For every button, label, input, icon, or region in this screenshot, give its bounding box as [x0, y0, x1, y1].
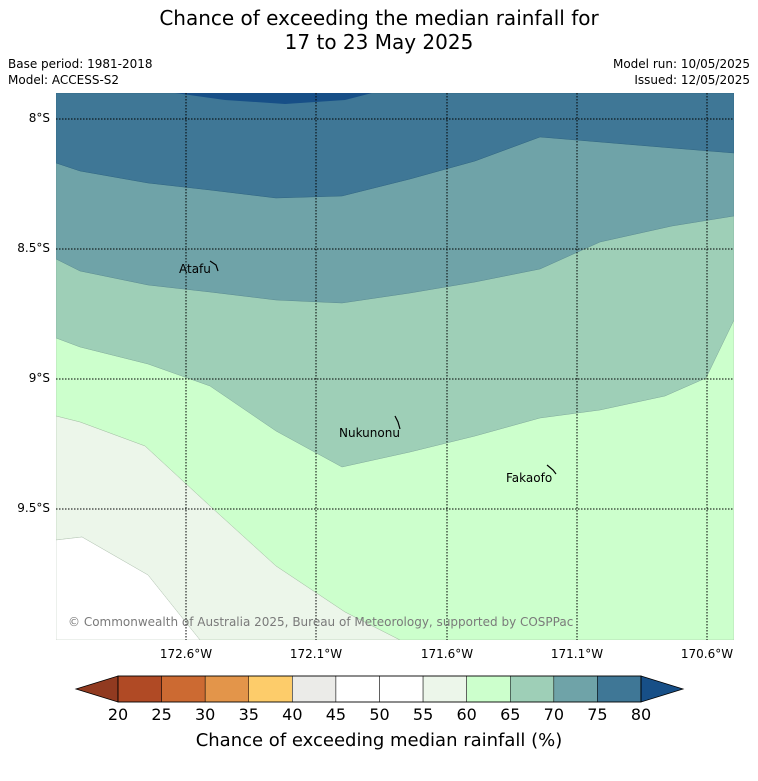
colorbar-cells — [117, 675, 642, 703]
y-tick-8s: 8°S — [28, 111, 50, 125]
x-tick-172-1w: 172.1°W — [289, 647, 343, 661]
colorbar-tick: 45 — [325, 705, 347, 724]
y-tick-8-5s: 8.5°S — [17, 241, 50, 255]
place-label-fakaofo: Fakaofo — [506, 471, 552, 485]
x-tick-170-6w: 170.6°W — [680, 647, 734, 661]
colorbar-cell — [597, 675, 642, 703]
colorbar-cell — [335, 675, 380, 703]
band-darkest — [175, 93, 372, 104]
colorbar-tick: 20 — [107, 705, 129, 724]
colorbar-label: Chance of exceeding median rainfall (%) — [195, 730, 563, 751]
fakaofo-atoll — [546, 464, 557, 475]
band-white-sw — [56, 536, 201, 640]
colorbar-tick: 55 — [412, 705, 434, 724]
colorbar-tick: 65 — [500, 705, 521, 724]
colorbar-tick: 30 — [194, 705, 216, 724]
colorbar-tick: 35 — [238, 705, 259, 724]
colorbar-cell — [379, 675, 424, 703]
colorbar-tick: 75 — [587, 705, 608, 724]
islands — [209, 260, 557, 475]
colorbar-cell — [204, 675, 250, 703]
x-tick-171-6w: 171.6°W — [420, 647, 474, 661]
colorbar-cell — [117, 675, 162, 703]
colorbar-high-extend — [640, 675, 685, 703]
y-tick-9s: 9°S — [28, 371, 50, 385]
colorbar-tick: 70 — [543, 705, 565, 724]
y-tick-9-5s: 9.5°S — [17, 501, 50, 515]
meta-right: Model run: 10/05/2025 Issued: 12/05/2025 — [613, 56, 750, 88]
colorbar-tick: 50 — [369, 705, 390, 724]
colorbar-tick: 40 — [282, 705, 303, 724]
colorbar-cell — [553, 675, 598, 703]
copyright-notice: © Commonwealth of Australia 2025, Bureau… — [68, 615, 573, 629]
x-tick-172-6w: 172.6°W — [159, 647, 213, 661]
place-label-nukunonu: Nukunonu — [339, 426, 400, 440]
colorbar-cell — [292, 675, 337, 703]
issued-date: Issued: 12/05/2025 — [634, 73, 750, 87]
place-label-atafu: Atafu — [179, 262, 211, 276]
base-period: Base period: 1981-2018 — [8, 57, 153, 71]
colorbar-tick: 80 — [630, 705, 652, 724]
contour-layer — [56, 93, 734, 640]
colorbar-cell — [466, 675, 511, 703]
title-line-2: 17 to 23 May 2025 — [284, 30, 474, 54]
title-line-1: Chance of exceeding the median rainfall … — [159, 6, 599, 30]
nukunonu-atoll — [394, 415, 401, 430]
colorbar-tick: 25 — [151, 705, 172, 724]
model-run: Model run: 10/05/2025 — [612, 57, 750, 71]
model-name: Model: ACCESS-S2 — [8, 73, 120, 87]
colorbar — [74, 675, 685, 703]
x-tick-171-1w: 171.1°W — [550, 647, 604, 661]
colorbar-low-extend — [74, 675, 119, 703]
colorbar-frame — [117, 675, 642, 703]
gridlines — [56, 93, 734, 640]
meta-left: Base period: 1981-2018 Model: ACCESS-S2 — [8, 56, 153, 88]
chart-title: Chance of exceeding the median rainfall … — [0, 6, 758, 54]
atafu-atoll — [209, 260, 219, 272]
colorbar-cell — [422, 675, 467, 703]
colorbar-tick: 60 — [456, 705, 477, 724]
colorbar-cell — [248, 675, 293, 703]
colorbar-cell — [161, 675, 206, 703]
colorbar-cell — [510, 675, 555, 703]
